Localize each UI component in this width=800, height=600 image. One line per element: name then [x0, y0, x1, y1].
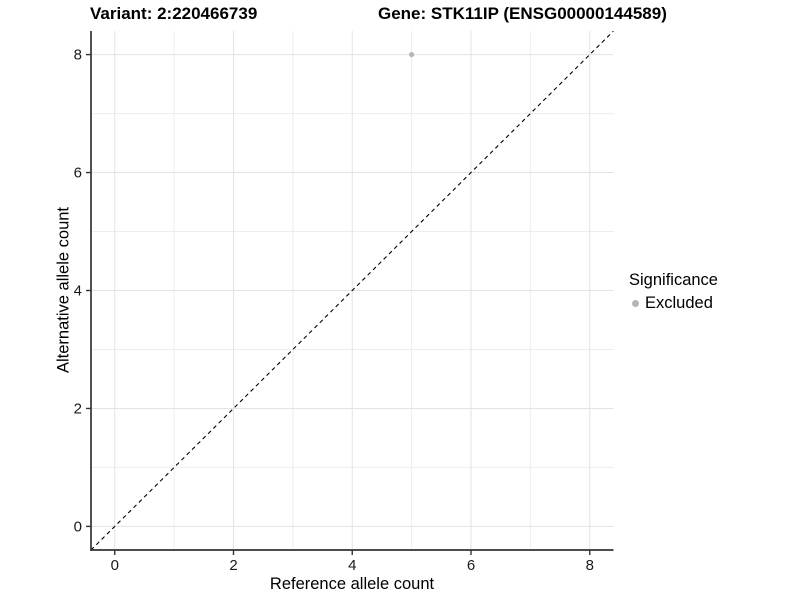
y-tick-label: 4 [74, 283, 82, 300]
variant-title: Variant: 2:220466739 [90, 4, 258, 23]
legend-title: Significance [629, 271, 718, 289]
y-tick-label: 6 [74, 165, 82, 182]
legend-item-label: Excluded [645, 294, 713, 312]
identity-reference-line [91, 31, 614, 550]
x-tick-label: 2 [229, 557, 237, 574]
y-tick-label: 8 [74, 47, 82, 64]
y-axis-title: Alternative allele count [54, 206, 73, 374]
gene-title: Gene: STK11IP (ENSG00000144589) [378, 4, 667, 23]
data-point [409, 51, 415, 58]
y-tick-label: 2 [74, 400, 82, 417]
x-tick-label: 6 [467, 557, 475, 574]
legend-item-excluded: Excluded [629, 294, 718, 313]
x-tick-label: 4 [348, 557, 356, 574]
x-axis-title: Reference allele count [269, 575, 435, 593]
legend: Significance Excluded [629, 271, 718, 313]
excluded-point-icon [632, 300, 639, 307]
y-tick-label: 0 [74, 518, 82, 535]
x-tick-label: 8 [586, 557, 594, 574]
x-tick-label: 0 [111, 557, 119, 574]
